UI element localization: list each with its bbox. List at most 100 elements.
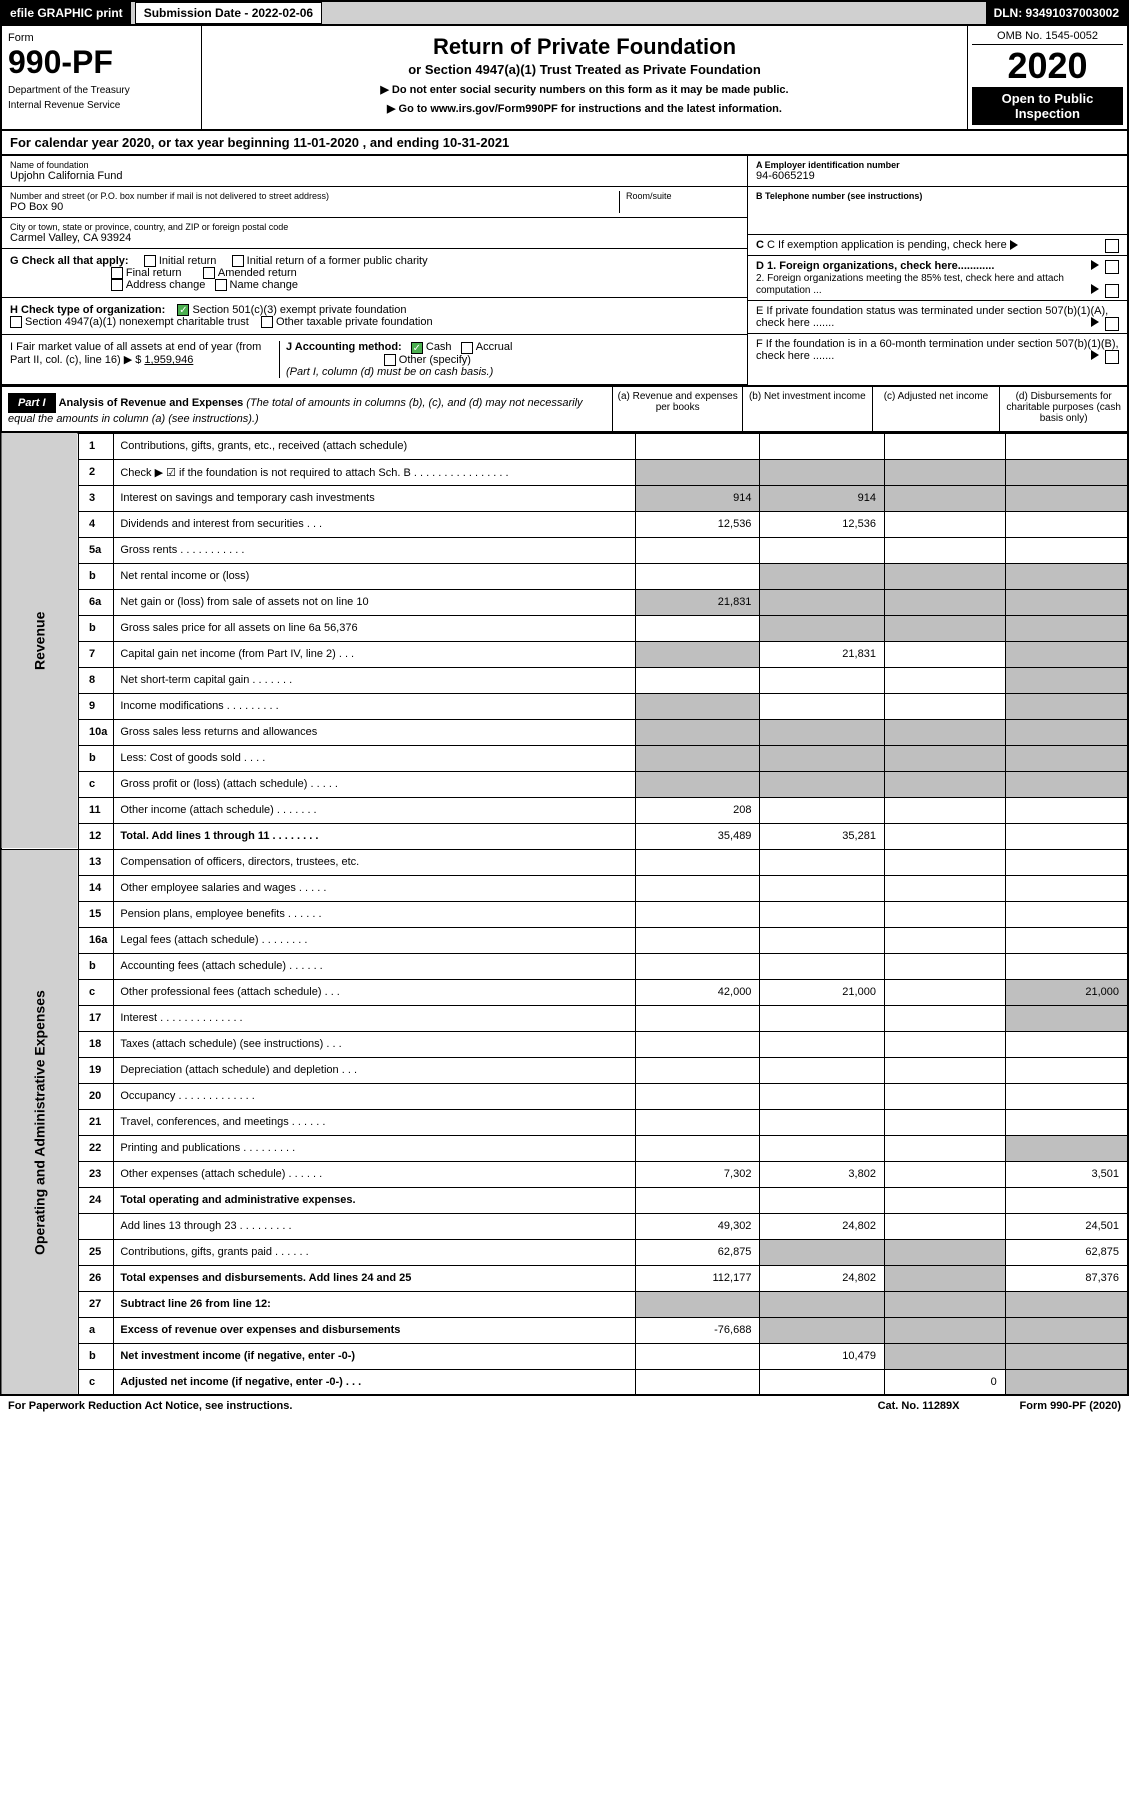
table-row: 5aGross rents . . . . . . . . . . . xyxy=(1,537,1128,563)
cell-d xyxy=(1005,1057,1128,1083)
d1-text: D 1. Foreign organizations, check here..… xyxy=(756,260,994,272)
arrow-icon xyxy=(1010,240,1018,250)
cell-c: 0 xyxy=(884,1369,1005,1395)
row-desc: Compensation of officers, directors, tru… xyxy=(114,849,635,875)
cell-c xyxy=(884,979,1005,1005)
table-row: 25Contributions, gifts, grants paid . . … xyxy=(1,1239,1128,1265)
table-row: bNet investment income (if negative, ent… xyxy=(1,1343,1128,1369)
row-desc: Gross profit or (loss) (attach schedule)… xyxy=(114,771,635,797)
table-row: bNet rental income or (loss) xyxy=(1,563,1128,589)
501c3-check[interactable] xyxy=(177,304,189,316)
h-label: H Check type of organization: xyxy=(10,304,165,316)
cell-d: 21,000 xyxy=(1005,979,1128,1005)
table-row: cGross profit or (loss) (attach schedule… xyxy=(1,771,1128,797)
accrual-check[interactable] xyxy=(461,342,473,354)
table-row: 10aGross sales less returns and allowanc… xyxy=(1,719,1128,745)
cell-a xyxy=(635,433,760,459)
d2-checkbox[interactable] xyxy=(1105,284,1119,298)
final-return-check[interactable] xyxy=(111,267,123,279)
cash-check[interactable] xyxy=(411,342,423,354)
col-a-header: (a) Revenue and expenses per books xyxy=(612,387,742,431)
initial-return-check[interactable] xyxy=(144,255,156,267)
cell-a xyxy=(635,719,760,745)
cell-b xyxy=(760,433,885,459)
d1-checkbox[interactable] xyxy=(1105,260,1119,274)
cell-c xyxy=(884,1161,1005,1187)
cell-a xyxy=(635,849,760,875)
cell-c xyxy=(884,953,1005,979)
row-desc: Check ▶ ☑ if the foundation is not requi… xyxy=(114,459,635,485)
table-row: 3Interest on savings and temporary cash … xyxy=(1,485,1128,511)
row-num: 10a xyxy=(79,719,114,745)
row-num: 5a xyxy=(79,537,114,563)
cell-a xyxy=(635,927,760,953)
table-row: Add lines 13 through 23 . . . . . . . . … xyxy=(1,1213,1128,1239)
cell-c xyxy=(884,849,1005,875)
table-row: 18Taxes (attach schedule) (see instructi… xyxy=(1,1031,1128,1057)
cell-a xyxy=(635,615,760,641)
table-row: 22Printing and publications . . . . . . … xyxy=(1,1135,1128,1161)
dln: DLN: 93491037003002 xyxy=(986,2,1127,24)
row-num: 2 xyxy=(79,459,114,485)
j-label: J Accounting method: xyxy=(286,341,402,353)
cell-b xyxy=(760,693,885,719)
other-taxable-check[interactable] xyxy=(261,316,273,328)
foundation-name: Upjohn California Fund xyxy=(10,170,739,182)
cell-b xyxy=(760,927,885,953)
cell-d xyxy=(1005,1031,1128,1057)
omb-number: OMB No. 1545-0052 xyxy=(972,30,1123,45)
cell-d xyxy=(1005,771,1128,797)
cell-d xyxy=(1005,719,1128,745)
cell-c xyxy=(884,1109,1005,1135)
row-num: 17 xyxy=(79,1005,114,1031)
row-desc: Other employee salaries and wages . . . … xyxy=(114,875,635,901)
cell-a xyxy=(635,953,760,979)
row-num: a xyxy=(79,1317,114,1343)
city-state-zip: Carmel Valley, CA 93924 xyxy=(10,232,739,244)
cell-c xyxy=(884,1291,1005,1317)
cell-b xyxy=(760,1135,885,1161)
row-num: 3 xyxy=(79,485,114,511)
city-label: City or town, state or province, country… xyxy=(10,222,739,232)
cell-c xyxy=(884,901,1005,927)
cell-c xyxy=(884,797,1005,823)
cell-b xyxy=(760,537,885,563)
other-accounting-check[interactable] xyxy=(384,354,396,366)
phone-label: B Telephone number (see instructions) xyxy=(756,191,1119,201)
cell-b xyxy=(760,719,885,745)
cell-c xyxy=(884,459,1005,485)
dept-treasury: Department of the Treasury xyxy=(8,85,195,96)
row-desc: Travel, conferences, and meetings . . . … xyxy=(114,1109,635,1135)
ein-value: 94-6065219 xyxy=(756,170,1119,182)
cell-d xyxy=(1005,901,1128,927)
cell-d xyxy=(1005,1005,1128,1031)
cell-a xyxy=(635,1291,760,1317)
cell-c xyxy=(884,1239,1005,1265)
cell-b xyxy=(760,667,885,693)
c-checkbox[interactable] xyxy=(1105,239,1119,253)
name-label: Name of foundation xyxy=(10,160,739,170)
row-num: 24 xyxy=(79,1187,114,1213)
cell-d xyxy=(1005,511,1128,537)
row-desc: Other expenses (attach schedule) . . . .… xyxy=(114,1161,635,1187)
cell-b: 24,802 xyxy=(760,1265,885,1291)
4947-check[interactable] xyxy=(10,316,22,328)
name-change-check[interactable] xyxy=(215,279,227,291)
row-desc: Subtract line 26 from line 12: xyxy=(114,1291,635,1317)
cell-b: 10,479 xyxy=(760,1343,885,1369)
amended-return-check[interactable] xyxy=(203,267,215,279)
cell-d: 62,875 xyxy=(1005,1239,1128,1265)
address-change-check[interactable] xyxy=(111,279,123,291)
cell-c xyxy=(884,563,1005,589)
cell-a xyxy=(635,1369,760,1395)
initial-former-check[interactable] xyxy=(232,255,244,267)
cell-c xyxy=(884,1031,1005,1057)
cell-c xyxy=(884,667,1005,693)
cell-b xyxy=(760,1057,885,1083)
f-checkbox[interactable] xyxy=(1105,350,1119,364)
cell-b xyxy=(760,459,885,485)
e-checkbox[interactable] xyxy=(1105,317,1119,331)
table-row: 15Pension plans, employee benefits . . .… xyxy=(1,901,1128,927)
row-num: b xyxy=(79,563,114,589)
cell-d xyxy=(1005,589,1128,615)
